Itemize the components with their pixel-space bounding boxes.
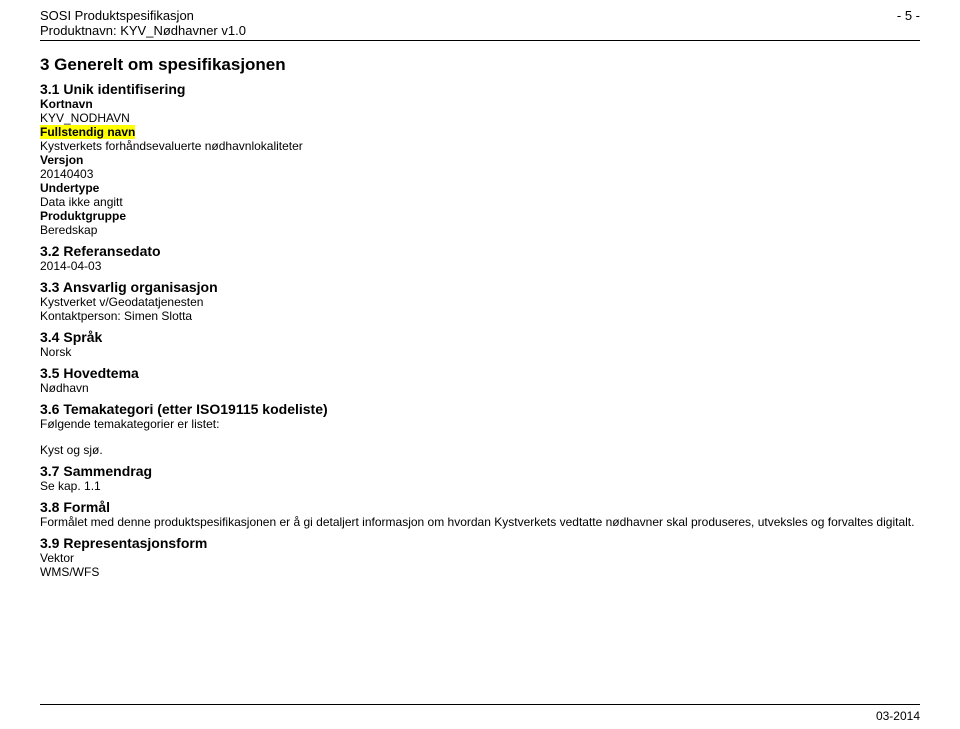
line2-3-6: Kyst og sjø. [40,443,920,457]
fullnavn-label-text: Fullstendig navn [40,125,135,139]
footer-text: 03-2014 [876,709,920,723]
heading-3-6: 3.6 Temakategori (etter ISO19115 kodelis… [40,401,920,417]
kortnavn-label: Kortnavn [40,97,920,111]
fullnavn-label: Fullstendig navn [40,125,920,139]
spacer-3-6 [40,431,920,443]
heading-3-1: 3.1 Unik identifisering [40,81,920,97]
kortnavn-value: KYV_NODHAVN [40,111,920,125]
value-3-8: Formålet med denne produktspesifikasjone… [40,515,920,529]
heading-3-9: 3.9 Representasjonsform [40,535,920,551]
heading-3-7: 3.7 Sammendrag [40,463,920,479]
section-3-5: 3.5 Hovedtema Nødhavn [40,365,920,395]
produktgruppe-value: Beredskap [40,223,920,237]
org-line-1: Kystverket v/Geodatatjenesten [40,295,920,309]
line1-3-6: Følgende temakategorier er listet: [40,417,920,431]
heading-3-8: 3.8 Formål [40,499,920,515]
produktgruppe-label: Produktgruppe [40,209,920,223]
section-3-3: 3.3 Ansvarlig organisasjon Kystverket v/… [40,279,920,323]
undertype-label: Undertype [40,181,920,195]
value-3-4: Norsk [40,345,920,359]
doc-title: SOSI Produktspesifikasjon [40,8,246,23]
main-heading: 3 Generelt om spesifikasjonen [40,55,920,75]
line2-3-9: WMS/WFS [40,565,920,579]
heading-3-4: 3.4 Språk [40,329,920,345]
heading-3-2: 3.2 Referansedato [40,243,920,259]
heading-3-5: 3.5 Hovedtema [40,365,920,381]
section-3-8: 3.8 Formål Formålet med denne produktspe… [40,499,920,529]
heading-3-3: 3.3 Ansvarlig organisasjon [40,279,920,295]
value-3-7: Se kap. 1.1 [40,479,920,493]
undertype-value: Data ikke angitt [40,195,920,209]
section-3-4: 3.4 Språk Norsk [40,329,920,359]
section-3-1: 3.1 Unik identifisering Kortnavn KYV_NOD… [40,81,920,237]
fullnavn-value: Kystverkets forhåndsevaluerte nødhavnlok… [40,139,920,153]
header-left: SOSI Produktspesifikasjon Produktnavn: K… [40,8,246,38]
footer-rule [40,704,920,705]
header-rule [40,40,920,41]
doc-subtitle: Produktnavn: KYV_Nødhavner v1.0 [40,23,246,38]
versjon-value: 20140403 [40,167,920,181]
line1-3-9: Vektor [40,551,920,565]
page-header: SOSI Produktspesifikasjon Produktnavn: K… [40,8,920,38]
section-3-7: 3.7 Sammendrag Se kap. 1.1 [40,463,920,493]
section-3-9: 3.9 Representasjonsform Vektor WMS/WFS [40,535,920,579]
versjon-label: Versjon [40,153,920,167]
org-line-2: Kontaktperson: Simen Slotta [40,309,920,323]
value-3-2: 2014-04-03 [40,259,920,273]
value-3-5: Nødhavn [40,381,920,395]
page-number: - 5 - [897,8,920,38]
section-3-6: 3.6 Temakategori (etter ISO19115 kodelis… [40,401,920,457]
section-3-2: 3.2 Referansedato 2014-04-03 [40,243,920,273]
